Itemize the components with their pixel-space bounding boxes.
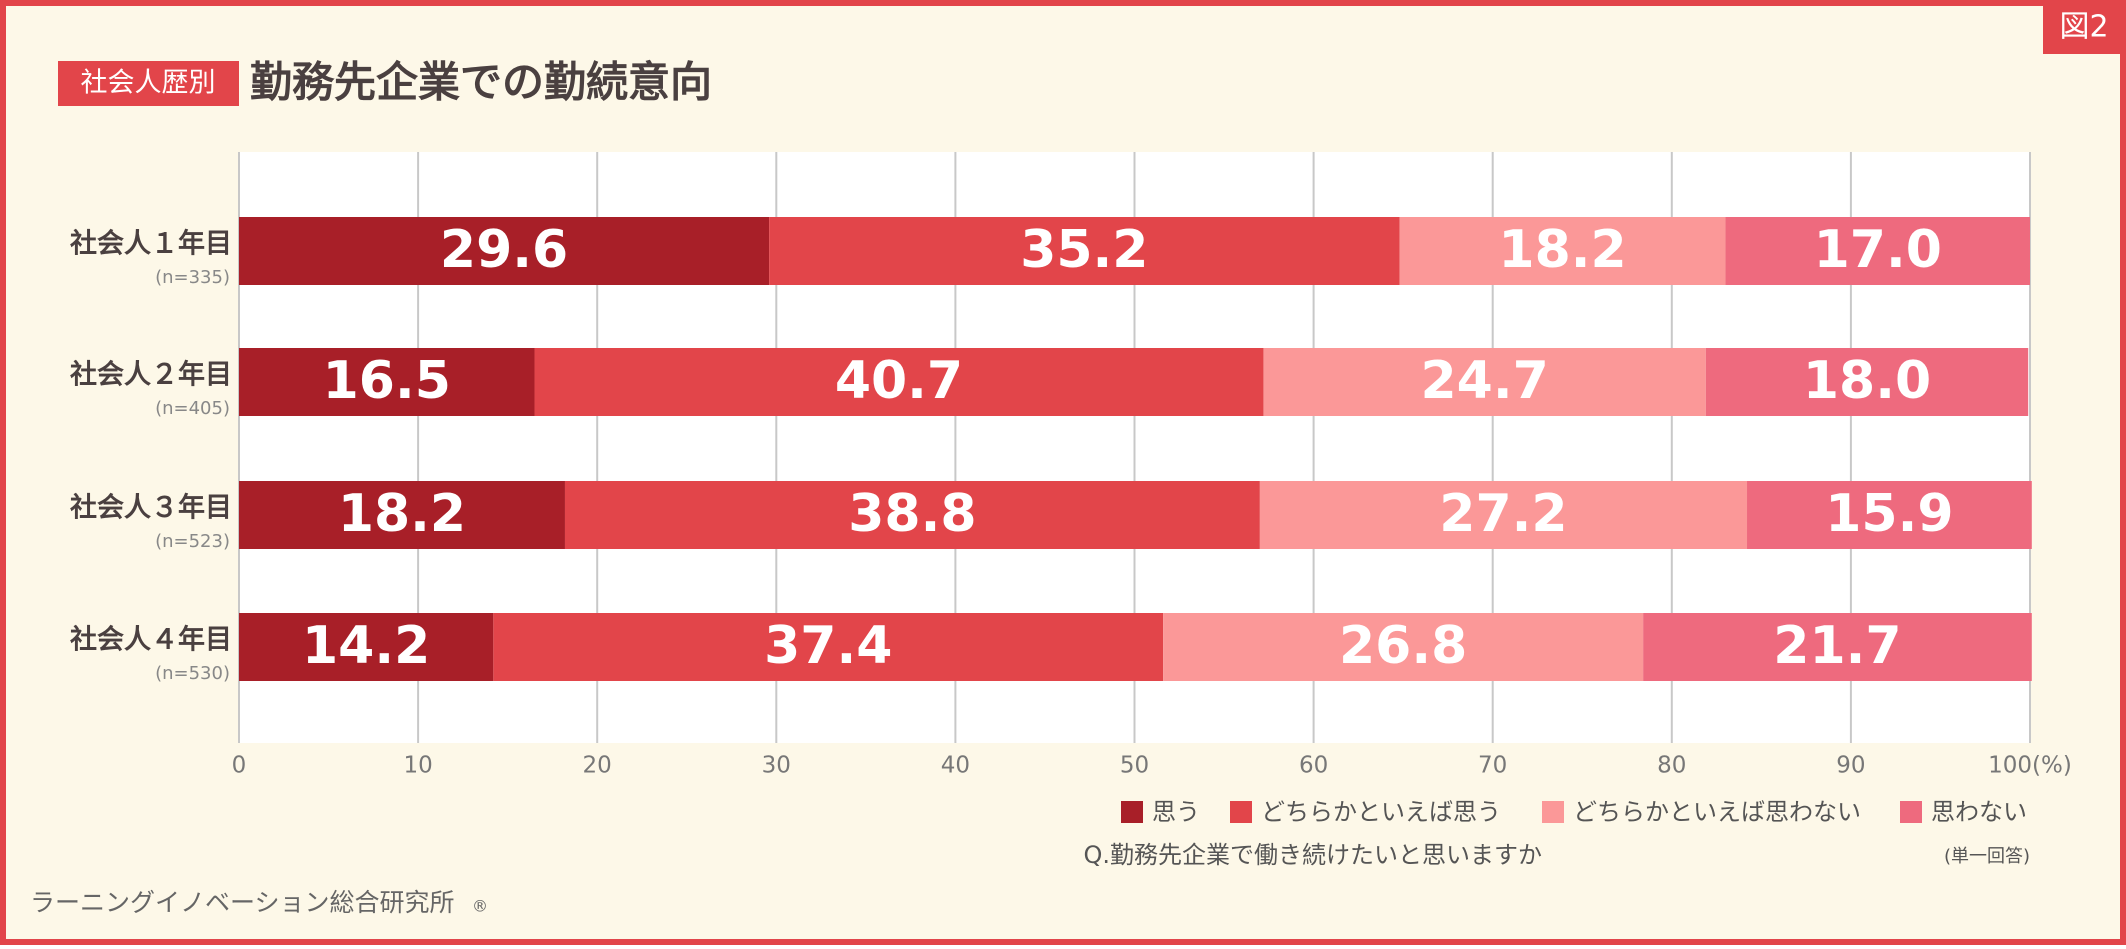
- data-label: 27.2: [1439, 484, 1567, 544]
- legend-label: 思わない: [1931, 798, 2027, 826]
- bar-segment: [769, 217, 1400, 285]
- x-tick-label: 60: [1299, 753, 1328, 779]
- x-tick-label: 10: [403, 753, 432, 779]
- legend-label: どちらかといえば思う: [1261, 798, 1501, 826]
- x-tick-label: 100(%): [1988, 753, 2072, 779]
- data-label: 21.7: [1773, 616, 1901, 676]
- bar-segment: [1163, 613, 1644, 681]
- category-label: 社会人３年目: [70, 492, 232, 524]
- data-label: 35.2: [1020, 220, 1148, 280]
- bar-segment: [239, 613, 494, 681]
- category-label: 社会人２年目: [70, 359, 232, 391]
- sample-size: (n=523): [155, 531, 230, 552]
- legend-swatch: [1121, 801, 1143, 823]
- bar-segment: [239, 217, 770, 285]
- data-label: 18.2: [1498, 220, 1626, 280]
- bar-segment: [1263, 348, 1706, 416]
- category-label: 社会人４年目: [70, 624, 232, 656]
- bar-segment: [493, 613, 1164, 681]
- source: ラーニングイノベーション総合研究所: [30, 888, 455, 917]
- data-label: 18.0: [1803, 351, 1931, 411]
- category-label: 社会人１年目: [70, 228, 232, 260]
- source-mark: ®: [472, 897, 488, 916]
- figure-badge: [2043, 0, 2126, 54]
- data-label: 37.4: [764, 616, 892, 676]
- bar-segment: [1259, 481, 1748, 549]
- question: Q.勤務先企業で働き続けたいと思いますか: [1083, 841, 1542, 869]
- x-tick-label: 50: [1120, 753, 1149, 779]
- legend-swatch: [1542, 801, 1564, 823]
- x-tick-label: 0: [232, 753, 247, 779]
- data-label: 15.9: [1825, 484, 1953, 544]
- bar-segment: [1643, 613, 2032, 681]
- x-tick-label: 70: [1478, 753, 1507, 779]
- sample-size: (n=335): [155, 267, 230, 288]
- figure-label: 図2: [2059, 10, 2108, 45]
- badge-label: 社会人歴別: [81, 68, 216, 99]
- data-label: 17.0: [1814, 220, 1942, 280]
- x-tick-label: 30: [762, 753, 791, 779]
- question-note: (単一回答): [1944, 846, 2030, 867]
- data-label: 38.8: [848, 484, 976, 544]
- sample-size: (n=405): [155, 398, 230, 419]
- legend-swatch: [1900, 801, 1922, 823]
- bar-segment: [239, 481, 565, 549]
- x-tick-label: 90: [1836, 753, 1865, 779]
- legend-label: 思う: [1152, 798, 1200, 826]
- data-label: 26.8: [1339, 616, 1467, 676]
- bar-segment: [1705, 348, 2029, 416]
- legend-label: どちらかといえば思わない: [1573, 798, 1861, 826]
- bar-segment: [239, 348, 535, 416]
- x-tick-label: 20: [583, 753, 612, 779]
- bar-segment: [534, 348, 1264, 416]
- data-label: 40.7: [835, 351, 963, 411]
- chart-title: 勤務先企業での勤続意向: [250, 58, 712, 107]
- bar-segment: [1725, 217, 2030, 285]
- legend-swatch: [1230, 801, 1252, 823]
- bar-segment: [1747, 481, 2032, 549]
- data-label: 16.5: [323, 351, 451, 411]
- data-label: 18.2: [338, 484, 466, 544]
- bar-segment: [564, 481, 1260, 549]
- data-label: 14.2: [302, 616, 430, 676]
- title-badge: [58, 61, 239, 106]
- x-tick-label: 80: [1657, 753, 1686, 779]
- bar-segment: [1399, 217, 1726, 285]
- sample-size: (n=530): [155, 663, 230, 684]
- data-label: 29.6: [440, 220, 568, 280]
- data-label: 24.7: [1420, 351, 1548, 411]
- x-tick-label: 40: [941, 753, 970, 779]
